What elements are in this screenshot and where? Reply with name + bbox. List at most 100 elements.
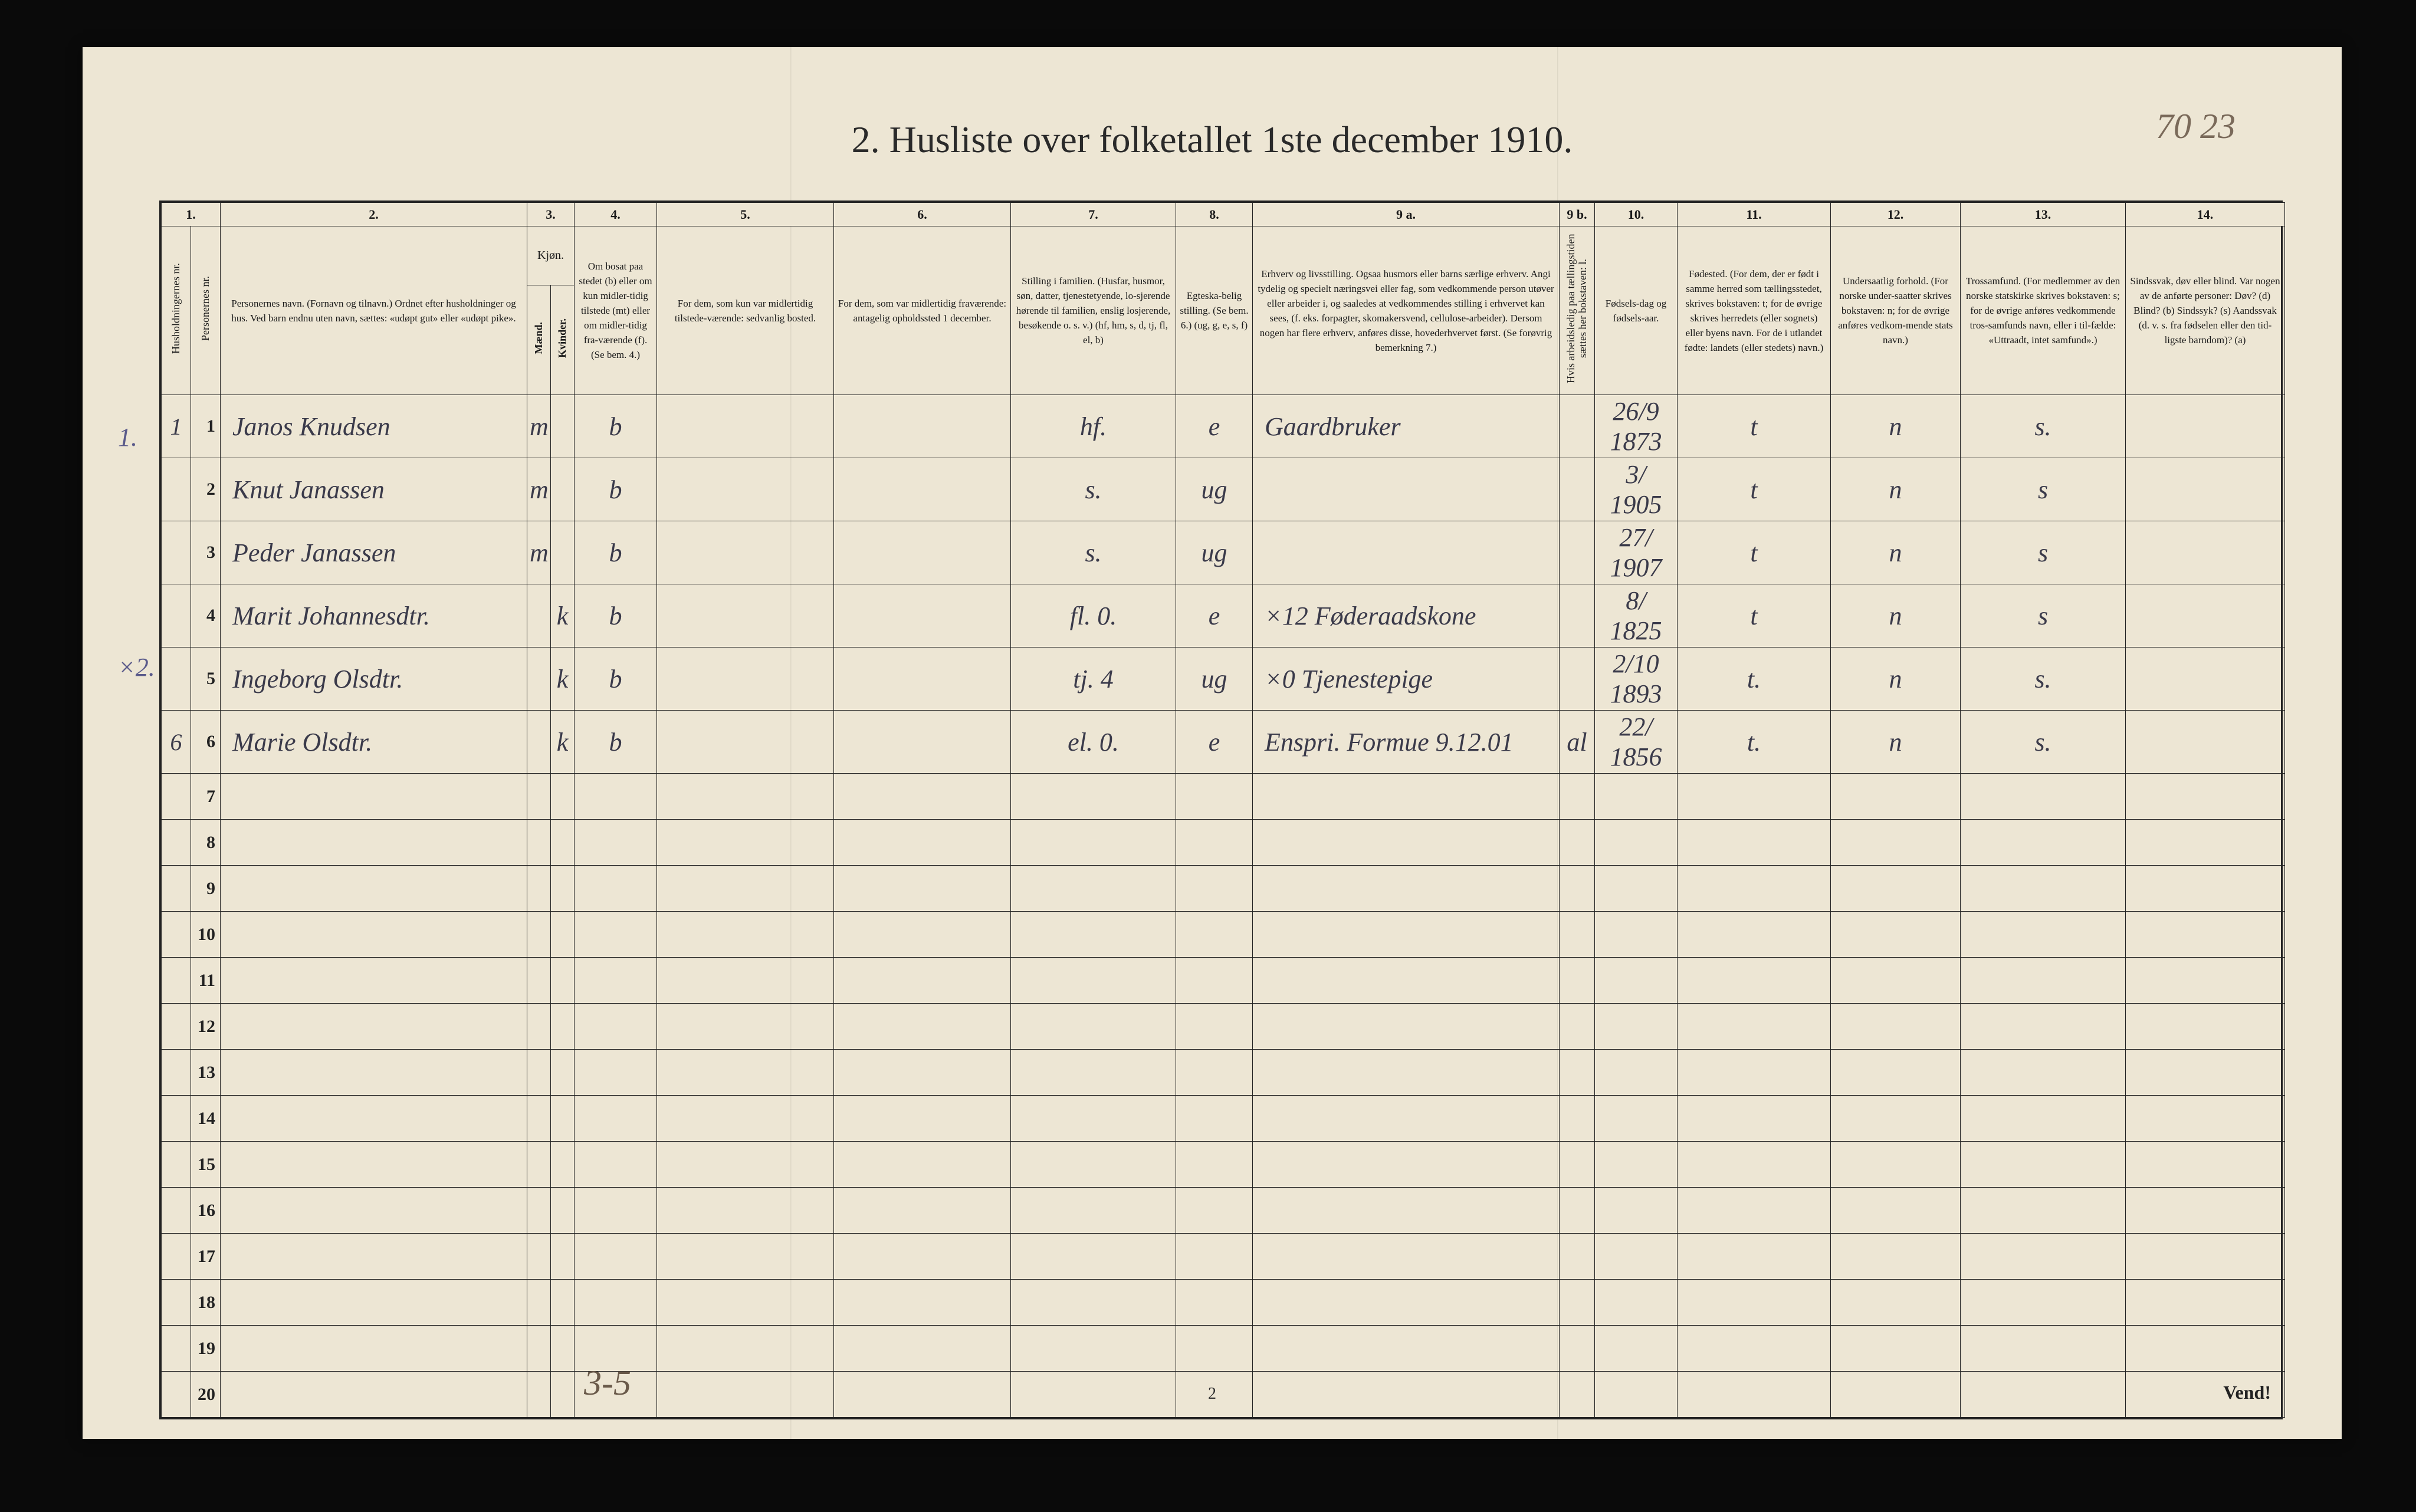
cell-empty bbox=[1961, 1280, 2126, 1326]
cell-empty bbox=[1176, 1096, 1253, 1142]
cell-empty bbox=[551, 958, 575, 1004]
cell-name: Knut Janassen bbox=[221, 458, 527, 521]
header-occupation: Erhverv og livsstilling. Ogsaa husmors e… bbox=[1253, 226, 1560, 395]
cell-empty bbox=[1595, 1004, 1678, 1050]
cell-empty bbox=[1678, 1096, 1831, 1142]
cell-bp: t bbox=[1678, 584, 1831, 647]
colnum: 1. bbox=[162, 203, 221, 226]
cell-empty bbox=[1011, 958, 1176, 1004]
cell-empty bbox=[221, 1372, 527, 1418]
cell-empty bbox=[2126, 820, 2285, 866]
cell-bp: t bbox=[1678, 458, 1831, 521]
cell-empty bbox=[834, 1280, 1011, 1326]
cell-m bbox=[527, 711, 551, 774]
cell-empty bbox=[1831, 1280, 1961, 1326]
colnum: 2. bbox=[221, 203, 527, 226]
cell-empty bbox=[834, 1326, 1011, 1372]
colnum: 7. bbox=[1011, 203, 1176, 226]
cell-household-num bbox=[162, 1372, 191, 1418]
cell-empty bbox=[1678, 958, 1831, 1004]
cell-empty bbox=[527, 1188, 551, 1234]
cell-bd: 3/ 1905 bbox=[1595, 458, 1678, 521]
colnum: 5. bbox=[657, 203, 834, 226]
margin-mark: 1. bbox=[118, 422, 137, 452]
cell-empty bbox=[527, 1004, 551, 1050]
cell-fam: s. bbox=[1011, 521, 1176, 584]
cell-occ: Enspri. Formue 9.12.01 bbox=[1253, 711, 1560, 774]
cell-empty bbox=[834, 1372, 1011, 1418]
cell-fam: fl. 0. bbox=[1011, 584, 1176, 647]
cell-empty bbox=[551, 1142, 575, 1188]
cell-abs bbox=[834, 521, 1011, 584]
cell-nat: n bbox=[1831, 711, 1961, 774]
cell-empty bbox=[551, 1326, 575, 1372]
cell-empty bbox=[1253, 1326, 1560, 1372]
cell-nat: n bbox=[1831, 395, 1961, 458]
cell-empty bbox=[221, 912, 527, 958]
cell-rel: s. bbox=[1961, 711, 2126, 774]
cell-c9b bbox=[1560, 647, 1595, 711]
cell-empty bbox=[1831, 958, 1961, 1004]
cell-empty bbox=[221, 1096, 527, 1142]
cell-occ: Gaardbruker bbox=[1253, 395, 1560, 458]
colnum: 3. bbox=[527, 203, 575, 226]
cell-empty bbox=[1176, 1050, 1253, 1096]
cell-empty bbox=[575, 820, 657, 866]
cell-person-num: 14 bbox=[191, 1096, 221, 1142]
cell-empty bbox=[2126, 912, 2285, 958]
cell-household-num bbox=[162, 1050, 191, 1096]
title-row: 2. Husliste over folketallet 1ste decemb… bbox=[83, 47, 2342, 179]
page-number: 2 bbox=[1208, 1385, 1216, 1403]
cell-empty bbox=[2126, 1188, 2285, 1234]
header-marital: Egteska-belig stilling. (Se bem. 6.) (ug… bbox=[1176, 226, 1253, 395]
cell-mar: ug bbox=[1176, 458, 1253, 521]
cell-empty bbox=[1678, 1188, 1831, 1234]
margin-mark: ×2. bbox=[118, 652, 155, 682]
cell-nat: n bbox=[1831, 458, 1961, 521]
cell-empty bbox=[1961, 1372, 2126, 1418]
cell-empty bbox=[1253, 1372, 1560, 1418]
cell-empty bbox=[1011, 1188, 1176, 1234]
cell-empty bbox=[1831, 1142, 1961, 1188]
table-row-empty: 19 bbox=[162, 1326, 2285, 1372]
cell-empty bbox=[1831, 820, 1961, 866]
cell-empty bbox=[1560, 1280, 1595, 1326]
cell-empty bbox=[2126, 1280, 2285, 1326]
cell-occ bbox=[1253, 458, 1560, 521]
cell-empty bbox=[1961, 1004, 2126, 1050]
cell-empty bbox=[1253, 1188, 1560, 1234]
cell-household-num bbox=[162, 1326, 191, 1372]
cell-person-num: 1 bbox=[191, 395, 221, 458]
cell-nat: n bbox=[1831, 521, 1961, 584]
cell-dis bbox=[2126, 521, 2285, 584]
cell-empty bbox=[527, 1326, 551, 1372]
cell-fam: tj. 4 bbox=[1011, 647, 1176, 711]
cell-mar: e bbox=[1176, 711, 1253, 774]
cell-dis bbox=[2126, 647, 2285, 711]
cell-empty bbox=[1253, 820, 1560, 866]
header-sex-k: Kvinder. bbox=[551, 285, 575, 395]
cell-empty bbox=[1011, 1096, 1176, 1142]
cell-empty bbox=[1595, 1326, 1678, 1372]
cell-mar: e bbox=[1176, 395, 1253, 458]
cell-empty bbox=[834, 1050, 1011, 1096]
handwritten-annotation-bottom: 3-5 bbox=[584, 1363, 631, 1403]
cell-empty bbox=[1678, 912, 1831, 958]
cell-household-num bbox=[162, 774, 191, 820]
cell-pres: b bbox=[575, 711, 657, 774]
cell-household-num bbox=[162, 584, 191, 647]
cell-empty bbox=[1961, 958, 2126, 1004]
cell-empty bbox=[1961, 1188, 2126, 1234]
colnum: 4. bbox=[575, 203, 657, 226]
cell-empty bbox=[834, 958, 1011, 1004]
cell-abs bbox=[834, 395, 1011, 458]
cell-fam: s. bbox=[1011, 458, 1176, 521]
cell-pres: b bbox=[575, 584, 657, 647]
cell-empty bbox=[1176, 774, 1253, 820]
cell-empty bbox=[1678, 1050, 1831, 1096]
cell-empty bbox=[221, 1188, 527, 1234]
cell-empty bbox=[1560, 958, 1595, 1004]
header-family: Stilling i familien. (Husfar, husmor, sø… bbox=[1011, 226, 1176, 395]
cell-empty bbox=[527, 1234, 551, 1280]
cell-empty bbox=[1560, 1326, 1595, 1372]
